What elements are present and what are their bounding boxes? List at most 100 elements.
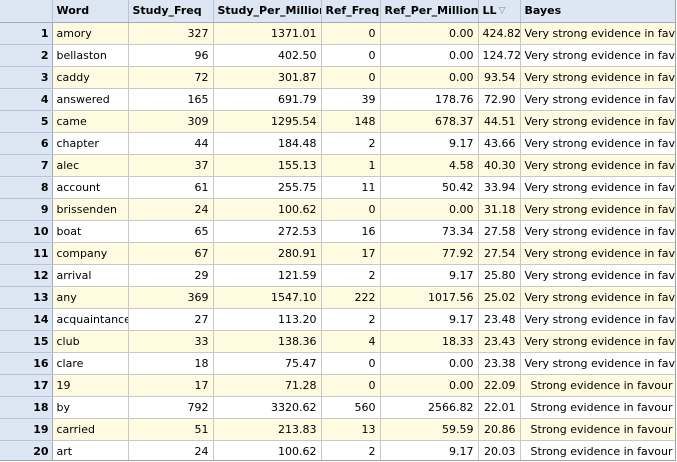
- row-number[interactable]: 9: [0, 198, 53, 221]
- cell-study-per-million[interactable]: 1295.54: [213, 110, 322, 133]
- table-row[interactable]: 8 account 61 255.75 11 50.42 33.94 Very strong …: [0, 176, 675, 199]
- cell-ref-per-million[interactable]: 73.34: [380, 220, 479, 243]
- table-row[interactable]: 3 caddy 72 301.87 0 0.00 93.54 Very strong evid…: [0, 66, 675, 89]
- row-number[interactable]: 1: [0, 22, 53, 45]
- cell-ref-per-million[interactable]: 678.37: [380, 110, 479, 133]
- cell-ref-per-million[interactable]: 2566.82: [380, 396, 479, 419]
- cell-ref-per-million[interactable]: 0.00: [380, 44, 479, 67]
- cell-study-freq[interactable]: 17: [128, 374, 214, 397]
- cell-ref-freq[interactable]: 13: [321, 418, 381, 441]
- cell-ref-freq[interactable]: 0: [321, 352, 381, 375]
- cell-ll[interactable]: 23.48: [478, 308, 521, 331]
- cell-study-per-million[interactable]: 138.36: [213, 330, 322, 353]
- cell-ref-per-million[interactable]: 0.00: [380, 352, 479, 375]
- column-header-ref-per-million[interactable]: Ref_Per_Million: [380, 0, 479, 23]
- table-row[interactable]: 19 carried 51 213.83 13 59.59 20.86 Strong evid…: [0, 418, 675, 441]
- cell-ll[interactable]: 31.18: [478, 198, 521, 221]
- cell-study-freq[interactable]: 96: [128, 44, 214, 67]
- row-number[interactable]: 11: [0, 242, 53, 265]
- cell-ref-freq[interactable]: 11: [321, 176, 381, 199]
- cell-bayes[interactable]: Very strong evidence in favour: [520, 242, 675, 265]
- row-number[interactable]: 12: [0, 264, 53, 287]
- table-row[interactable]: 6 chapter 44 184.48 2 9.17 43.66 Very strong ev…: [0, 132, 675, 155]
- cell-bayes[interactable]: Very strong evidence in favour: [520, 330, 675, 353]
- cell-ref-freq[interactable]: 1: [321, 154, 381, 177]
- cell-word[interactable]: acquaintance: [52, 308, 129, 331]
- cell-ref-freq[interactable]: 4: [321, 330, 381, 353]
- cell-bayes[interactable]: Strong evidence in favour: [520, 418, 675, 441]
- cell-study-per-million[interactable]: 1371.01: [213, 22, 322, 45]
- cell-study-freq[interactable]: 309: [128, 110, 214, 133]
- cell-ref-freq[interactable]: 0: [321, 44, 381, 67]
- cell-ref-freq[interactable]: 2: [321, 308, 381, 331]
- column-header-ref-freq[interactable]: Ref_Freq: [321, 0, 381, 23]
- cell-study-freq[interactable]: 24: [128, 440, 214, 460]
- cell-study-per-million[interactable]: 100.62: [213, 198, 322, 221]
- cell-word[interactable]: bellaston: [52, 44, 129, 67]
- cell-ll[interactable]: 23.43: [478, 330, 521, 353]
- cell-study-freq[interactable]: 72: [128, 66, 214, 89]
- table-row[interactable]: 12 arrival 29 121.59 2 9.17 25.80 Very strong e…: [0, 264, 675, 287]
- cell-ref-freq[interactable]: 148: [321, 110, 381, 133]
- cell-bayes[interactable]: Very strong evidence in favour: [520, 154, 675, 177]
- table-row[interactable]: 7 alec 37 155.13 1 4.58 40.30 Very strong evide…: [0, 154, 675, 177]
- cell-study-freq[interactable]: 37: [128, 154, 214, 177]
- table-row[interactable]: 9 brissenden 24 100.62 0 0.00 31.18 Very strong…: [0, 198, 675, 221]
- table-row[interactable]: 10 boat 65 272.53 16 73.34 27.58 Very strong ev…: [0, 220, 675, 243]
- cell-word[interactable]: company: [52, 242, 129, 265]
- cell-study-freq[interactable]: 65: [128, 220, 214, 243]
- cell-ref-freq[interactable]: 0: [321, 198, 381, 221]
- cell-word[interactable]: alec: [52, 154, 129, 177]
- cell-ll[interactable]: 33.94: [478, 176, 521, 199]
- cell-study-per-million[interactable]: 100.62: [213, 440, 322, 460]
- cell-ref-freq[interactable]: 2: [321, 440, 381, 460]
- cell-ref-per-million[interactable]: 1017.56: [380, 286, 479, 309]
- cell-study-freq[interactable]: 18: [128, 352, 214, 375]
- table-row[interactable]: 2 bellaston 96 402.50 0 0.00 124.72 Very strong…: [0, 44, 675, 67]
- cell-bayes[interactable]: Very strong evidence in favour: [520, 198, 675, 221]
- cell-study-per-million[interactable]: 71.28: [213, 374, 322, 397]
- row-number[interactable]: 16: [0, 352, 53, 375]
- cell-word[interactable]: carried: [52, 418, 129, 441]
- cell-study-per-million[interactable]: 3320.62: [213, 396, 322, 419]
- cell-ref-per-million[interactable]: 77.92: [380, 242, 479, 265]
- cell-ll[interactable]: 424.82: [478, 22, 521, 45]
- cell-bayes[interactable]: Very strong evidence in favour: [520, 88, 675, 111]
- cell-bayes[interactable]: Very strong evidence in favour: [520, 110, 675, 133]
- cell-ll[interactable]: 27.58: [478, 220, 521, 243]
- row-number[interactable]: 14: [0, 308, 53, 331]
- cell-bayes[interactable]: Strong evidence in favour: [520, 396, 675, 419]
- table-row[interactable]: 13 any 369 1547.10 222 1017.56 25.02 Very stron…: [0, 286, 675, 309]
- cell-study-freq[interactable]: 27: [128, 308, 214, 331]
- cell-bayes[interactable]: Very strong evidence in favour: [520, 264, 675, 287]
- cell-ll[interactable]: 93.54: [478, 66, 521, 89]
- row-number[interactable]: 2: [0, 44, 53, 67]
- cell-ll[interactable]: 44.51: [478, 110, 521, 133]
- table-row[interactable]: 17 19 17 71.28 0 0.00 22.09 Strong evidence in …: [0, 374, 675, 397]
- row-number[interactable]: 13: [0, 286, 53, 309]
- cell-word[interactable]: clare: [52, 352, 129, 375]
- cell-ref-freq[interactable]: 16: [321, 220, 381, 243]
- cell-study-per-million[interactable]: 1547.10: [213, 286, 322, 309]
- cell-study-freq[interactable]: 165: [128, 88, 214, 111]
- cell-study-freq[interactable]: 44: [128, 132, 214, 155]
- cell-ll[interactable]: 22.09: [478, 374, 521, 397]
- column-header-word[interactable]: Word: [52, 0, 129, 23]
- cell-word[interactable]: by: [52, 396, 129, 419]
- cell-ref-per-million[interactable]: 0.00: [380, 22, 479, 45]
- cell-ref-per-million[interactable]: 9.17: [380, 132, 479, 155]
- cell-study-per-million[interactable]: 113.20: [213, 308, 322, 331]
- cell-ll[interactable]: 23.38: [478, 352, 521, 375]
- row-number[interactable]: 5: [0, 110, 53, 133]
- cell-ll[interactable]: 43.66: [478, 132, 521, 155]
- row-number[interactable]: 19: [0, 418, 53, 441]
- cell-ll[interactable]: 25.80: [478, 264, 521, 287]
- cell-word[interactable]: amory: [52, 22, 129, 45]
- cell-study-per-million[interactable]: 255.75: [213, 176, 322, 199]
- cell-ref-freq[interactable]: 17: [321, 242, 381, 265]
- cell-ll[interactable]: 25.02: [478, 286, 521, 309]
- cell-ref-freq[interactable]: 2: [321, 264, 381, 287]
- table-row[interactable]: 15 club 33 138.36 4 18.33 23.43 Very strong evi…: [0, 330, 675, 353]
- cell-bayes[interactable]: Very strong evidence in favour: [520, 22, 675, 45]
- row-number[interactable]: 17: [0, 374, 53, 397]
